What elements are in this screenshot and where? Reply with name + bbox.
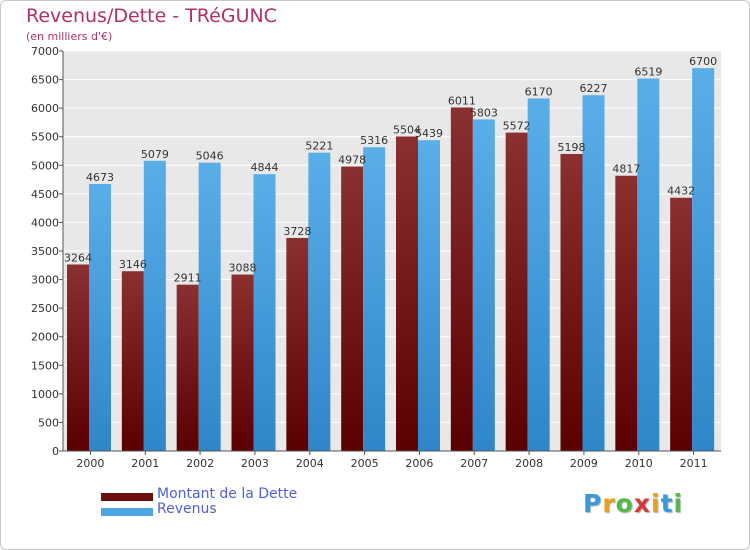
bar-debt-2011 — [670, 197, 693, 451]
x-tick-label: 2004 — [296, 457, 324, 470]
logo-letter: i — [651, 489, 661, 518]
x-tick-label: 2001 — [131, 457, 159, 470]
data-label-debt-2005: 4978 — [338, 154, 366, 167]
bar-debt-2005 — [341, 166, 364, 452]
data-label-revenus-2005: 5316 — [360, 134, 388, 147]
data-label-debt-2008: 5572 — [503, 120, 531, 133]
x-tick-label: 2009 — [570, 457, 598, 470]
y-tick-label: 2000 — [31, 331, 59, 344]
data-label-debt-2003: 3088 — [229, 262, 257, 275]
legend-label-debt: Montant de la Dette — [157, 486, 298, 502]
bar-debt-2010 — [615, 175, 638, 451]
bar-debt-2003 — [231, 274, 254, 451]
y-tick-label: 7000 — [31, 45, 59, 58]
x-tick-label: 2008 — [515, 457, 543, 470]
data-label-debt-2000: 3264 — [64, 251, 92, 264]
logo-letter: r — [602, 489, 616, 518]
y-tick-label: 4000 — [31, 216, 59, 229]
bar-debt-2004 — [286, 237, 309, 451]
y-tick-label: 3000 — [31, 274, 59, 287]
data-label-revenus-2007: 5803 — [470, 106, 498, 119]
y-tick-label: 0 — [52, 445, 59, 458]
bar-debt-2007 — [450, 107, 473, 451]
x-tick-label: 2010 — [625, 457, 653, 470]
y-tick-label: 5500 — [31, 131, 59, 144]
bar-revenus-2010 — [637, 78, 660, 451]
logo-letter: i — [673, 489, 684, 518]
logo-letter: o — [615, 489, 634, 518]
x-tick-label: 2000 — [76, 457, 104, 470]
bars — [67, 68, 715, 452]
y-tick-label: 1000 — [31, 388, 59, 401]
y-tick-label: 3500 — [31, 245, 59, 258]
chart-title: Revenus/Dette - TRéGUNC — [26, 5, 277, 27]
bar-revenus-2001 — [143, 160, 166, 451]
y-tick-label: 1500 — [31, 359, 59, 372]
logo-letter: x — [633, 489, 651, 518]
data-label-debt-2004: 3728 — [283, 225, 311, 238]
bar-debt-2006 — [396, 136, 418, 451]
data-label-revenus-2001: 5079 — [141, 148, 169, 161]
y-tick-label: 2500 — [31, 302, 59, 315]
bar-revenus-2004 — [308, 152, 331, 451]
chart-subtitle: (en milliers d'€) — [26, 30, 113, 43]
x-tick-label: 2003 — [241, 457, 269, 470]
data-labels: 3264 4673 3146 5079 2911 5046 3088 4844 3728 5221… — [64, 55, 717, 285]
legend-label-revenus: Revenus — [157, 501, 217, 517]
data-label-revenus-2010: 6519 — [634, 65, 662, 78]
legend-swatch-revenus — [101, 508, 153, 516]
data-label-revenus-2008: 6170 — [525, 85, 553, 98]
x-tick-label: 2006 — [405, 457, 433, 470]
data-label-revenus-2011: 6700 — [689, 55, 717, 68]
bar-debt-2001 — [121, 271, 144, 451]
bar-revenus-2000 — [89, 183, 111, 451]
bar-revenus-2005 — [363, 147, 386, 451]
bar-revenus-2006 — [418, 140, 440, 451]
data-label-debt-2009: 5198 — [558, 141, 586, 154]
y-tick-label: 6000 — [31, 102, 59, 115]
y-tick-label: 5000 — [31, 159, 59, 172]
x-tick-label: 2005 — [351, 457, 379, 470]
data-label-debt-2011: 4432 — [667, 185, 695, 198]
x-tick-label: 2002 — [186, 457, 214, 470]
proxiti-logo: Proxiti — [583, 489, 683, 518]
data-label-revenus-2004: 5221 — [305, 140, 333, 153]
logo-letter: t — [660, 489, 674, 518]
y-tick-label: 6500 — [31, 74, 59, 87]
data-label-revenus-2009: 6227 — [580, 82, 608, 95]
axes: 0 500 1000 1500 2000 2500 3000 3500 4000 4500 5000… — [31, 45, 721, 470]
bar-revenus-2009 — [582, 95, 605, 452]
bar-revenus-2011 — [692, 68, 715, 452]
data-label-revenus-2000: 4673 — [86, 171, 114, 184]
data-label-debt-2007: 6011 — [448, 95, 476, 108]
data-label-revenus-2006: 5439 — [415, 127, 443, 140]
data-label-debt-2006: 5504 — [393, 123, 421, 136]
data-label-debt-2002: 2911 — [174, 272, 202, 285]
data-label-debt-2010: 4817 — [612, 163, 640, 176]
y-tick-label: 500 — [38, 416, 59, 429]
y-tick-label: 4500 — [31, 188, 59, 201]
bar-revenus-2003 — [253, 174, 276, 451]
x-tick-label: 2007 — [460, 457, 488, 470]
x-tick-label: 2011 — [680, 457, 708, 470]
bar-revenus-2007 — [472, 119, 495, 452]
bar-debt-2008 — [505, 132, 528, 451]
bar-revenus-2002 — [198, 162, 221, 451]
data-label-revenus-2002: 5046 — [196, 150, 224, 163]
data-label-debt-2001: 3146 — [119, 258, 147, 271]
gridlines — [63, 50, 721, 452]
bar-debt-2009 — [560, 153, 583, 451]
bar-debt-2000 — [67, 264, 89, 451]
bar-debt-2002 — [176, 284, 199, 451]
logo-letter: P — [583, 489, 603, 518]
bar-revenus-2008 — [527, 98, 550, 451]
data-label-revenus-2003: 4844 — [251, 161, 279, 174]
legend-swatch-debt — [101, 493, 153, 501]
